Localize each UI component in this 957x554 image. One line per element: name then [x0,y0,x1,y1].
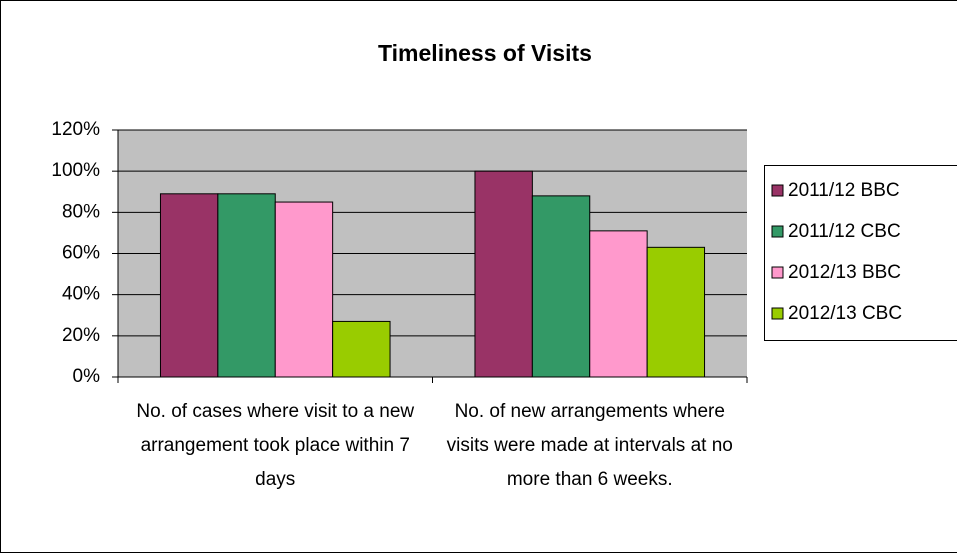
x-tick-line: more than 6 weeks. [507,469,673,490]
y-tick-label: 60% [62,243,100,264]
legend-label: 2012/13 BBC [788,262,901,283]
legend-label: 2011/12 BBC [788,180,900,201]
bar [217,193,276,378]
legend-swatch [771,184,784,197]
bar [274,201,334,378]
x-tick-line: No. of new arrangements where [455,401,725,422]
legend-label: 2012/13 CBC [788,303,902,324]
bar [531,195,591,378]
y-tick-label: 100% [51,160,100,181]
bar [646,246,706,378]
legend-swatch [771,307,784,320]
bar [332,320,391,378]
y-tick-label: 40% [62,284,100,305]
bar [474,170,533,378]
y-tick-label: 80% [62,201,100,222]
chart-title: Timeliness of Visits [378,40,592,66]
x-tick-label: No. of cases where visit to a new arrange… [136,401,414,490]
y-tick-label: 20% [62,325,100,346]
legend-box [764,165,957,341]
legend-swatch [771,225,784,238]
x-tick-label: No. of new arrangements where visits were… [447,401,733,490]
y-tick-label: 0% [73,366,101,387]
x-tick-line: arrangement took place within 7 [141,435,410,456]
y-tick-label: 120% [51,119,100,140]
x-tick-line: visits were made at intervals at no [447,435,733,456]
bar [589,230,648,378]
bar [159,193,219,378]
legend-label: 2011/12 CBC [788,221,901,242]
x-tick-line: days [255,469,295,490]
legend-swatch [771,266,784,279]
x-tick-line: No. of cases where visit to a new [136,401,414,422]
